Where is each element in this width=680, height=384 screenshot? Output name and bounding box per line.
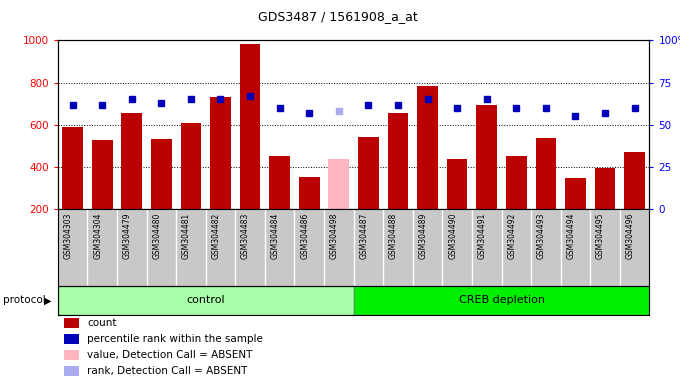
Text: value, Detection Call = ABSENT: value, Detection Call = ABSENT [87,350,253,360]
Bar [299,177,320,209]
Bar [64,366,78,376]
Text: protocol: protocol [3,295,46,306]
Bar [151,139,171,209]
Bar [210,97,231,209]
Bar [64,334,78,344]
Text: GSM304494: GSM304494 [566,212,575,259]
Bar [595,168,615,209]
Bar [624,152,645,209]
Text: GSM304479: GSM304479 [123,212,132,259]
Bar [64,318,78,328]
Bar [328,159,349,209]
Text: GSM304498: GSM304498 [330,212,339,259]
Bar [64,350,78,360]
Text: percentile rank within the sample: percentile rank within the sample [87,334,263,344]
Text: GSM304487: GSM304487 [360,212,369,259]
Bar [58,286,354,315]
Text: GSM304496: GSM304496 [626,212,634,259]
Text: control: control [186,295,225,306]
Text: GSM304482: GSM304482 [211,212,220,258]
Text: GSM304486: GSM304486 [301,212,309,259]
Bar [536,138,556,209]
Text: GDS3487 / 1561908_a_at: GDS3487 / 1561908_a_at [258,10,418,23]
Text: GSM304491: GSM304491 [478,212,487,259]
Text: rank, Detection Call = ABSENT: rank, Detection Call = ABSENT [87,366,248,376]
Text: CREB depletion: CREB depletion [458,295,545,306]
Text: ▶: ▶ [44,295,51,306]
Text: GSM304492: GSM304492 [507,212,516,259]
Bar [92,140,112,209]
Bar [63,127,83,209]
Text: GSM304483: GSM304483 [241,212,250,259]
Text: GSM304495: GSM304495 [596,212,605,259]
Bar [418,86,438,209]
Text: GSM304489: GSM304489 [419,212,428,259]
Text: GSM304481: GSM304481 [182,212,191,258]
Bar [240,44,260,209]
Text: GSM304488: GSM304488 [389,212,398,258]
Text: GSM304304: GSM304304 [93,212,102,259]
Bar [122,113,142,209]
Bar [565,178,585,209]
Bar [354,286,649,315]
Text: GSM304484: GSM304484 [271,212,279,259]
Bar [358,137,379,209]
Bar [388,113,408,209]
Bar [447,159,467,209]
Bar [477,105,497,209]
Text: GSM304490: GSM304490 [448,212,457,259]
Bar [269,156,290,209]
Bar [181,123,201,209]
Text: GSM304303: GSM304303 [64,212,73,259]
Bar [506,157,526,209]
Text: count: count [87,318,117,328]
Text: GSM304480: GSM304480 [152,212,161,259]
Text: GSM304493: GSM304493 [537,212,546,259]
